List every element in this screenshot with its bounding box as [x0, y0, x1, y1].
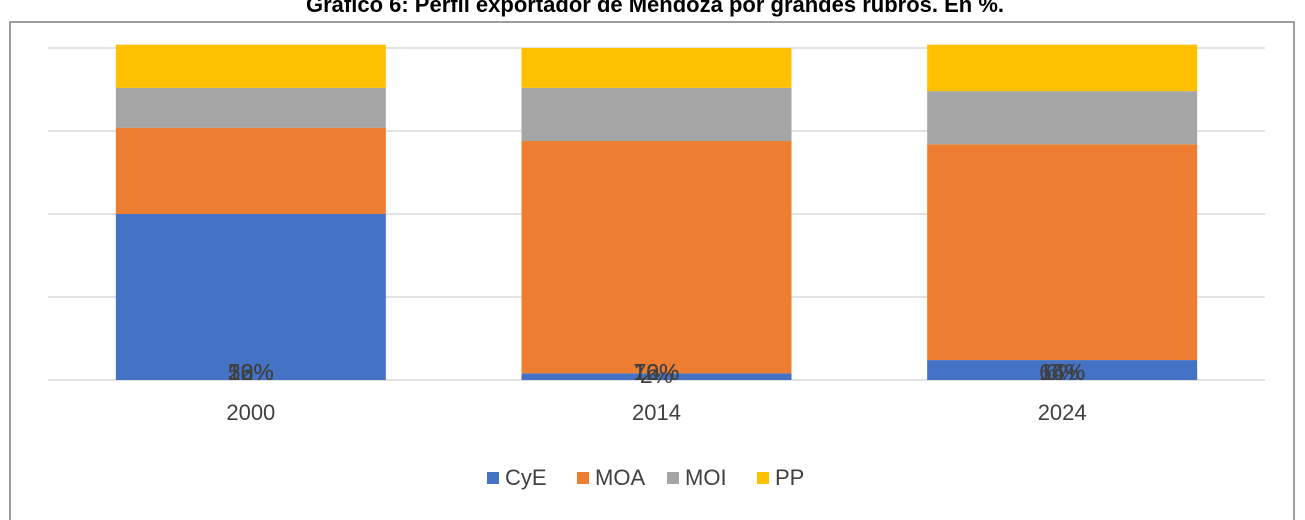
legend-label: MOI [685, 465, 727, 490]
bar-segment [521, 140, 792, 374]
x-tick-label: 2014 [632, 400, 681, 425]
data-label: 14% [1039, 359, 1085, 385]
x-tick-label: 2024 [1038, 400, 1087, 425]
data-label: 65% [1039, 359, 1085, 385]
data-label: 16% [1039, 359, 1085, 385]
legend-swatch [577, 472, 589, 484]
legend-label: PP [775, 465, 804, 490]
legend-swatch [757, 472, 769, 484]
bar-segment [927, 44, 1198, 92]
data-label: 16% [633, 359, 679, 385]
bar-segment [927, 91, 1198, 145]
bar-segment [521, 48, 792, 88]
bar-segment [115, 214, 386, 380]
legend-swatch [487, 472, 499, 484]
legend-label: CyE [505, 465, 547, 490]
bar-segment [521, 87, 792, 141]
legend-swatch [667, 472, 679, 484]
bar-segment [115, 87, 386, 128]
data-label: 6% [1046, 359, 1079, 385]
data-label: 70% [633, 359, 679, 385]
data-label: 26% [228, 359, 274, 385]
legend-label: MOA [595, 465, 645, 490]
bar-segment [115, 44, 386, 88]
bar-segment [521, 373, 792, 380]
bar-segment [927, 144, 1198, 361]
data-label: 50% [228, 359, 274, 385]
data-label: 13% [228, 359, 274, 385]
bar-segment [115, 127, 386, 214]
bar-segment [927, 360, 1198, 380]
data-label: 12% [633, 359, 679, 385]
chart-title: Gráfico 6: Perfil exportador de Mendoza … [306, 0, 1004, 17]
x-tick-label: 2000 [226, 400, 275, 425]
data-label: 12% [228, 359, 274, 385]
